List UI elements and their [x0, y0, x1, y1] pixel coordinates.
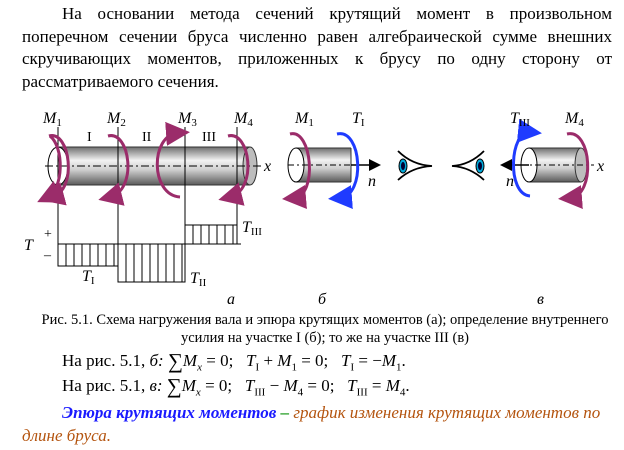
- sublabel-v: в: [537, 291, 544, 308]
- diagram-T-label: T: [24, 237, 34, 254]
- normal-v: n: [506, 173, 514, 190]
- intro-paragraph: На основании метода сечений крутящий мом…: [22, 4, 612, 91]
- shaft-b: [287, 147, 381, 183]
- axis-x-label-v: x: [596, 158, 604, 175]
- figure-5-1: x M1 M2 M3 M4 I II III T + – TI TII TIII: [24, 110, 604, 289]
- plus-sign: +: [44, 227, 52, 242]
- moment-arc-b: [282, 132, 311, 209]
- moment-labels-a: M1 M2 M3 M4 I II III: [42, 110, 253, 145]
- svg-text:M4: M4: [564, 110, 584, 129]
- svg-text:M2: M2: [106, 110, 126, 129]
- section-II: II: [142, 130, 152, 145]
- sublabel-a: а: [227, 291, 235, 308]
- minus-sign: –: [43, 248, 52, 263]
- force-arc-v: [512, 118, 542, 198]
- sublabel-b: б: [318, 291, 327, 308]
- svg-text:M1: M1: [42, 110, 62, 129]
- svg-text:TIII: TIII: [510, 110, 530, 129]
- T-III-label: TIII: [242, 219, 262, 238]
- shaft-v: [500, 147, 594, 183]
- section-III: III: [202, 130, 216, 145]
- equation-b: На рис. 5.1, б: ∑Mx = 0; TI + M1 = 0; TI…: [62, 349, 406, 374]
- normal-b: n: [368, 173, 376, 190]
- eye-icon-right: [451, 150, 485, 181]
- T-I-label: TI: [82, 268, 95, 287]
- shaft-a: [45, 146, 262, 186]
- svg-text:TI: TI: [352, 110, 365, 129]
- moment-arc-v: [558, 132, 590, 210]
- definition-text: график изменения крутящих моментов по дл…: [22, 403, 601, 445]
- force-arc-b: [328, 132, 360, 210]
- definition-term: Эпюра крутящих моментов: [62, 403, 277, 422]
- equation-v: На рис. 5.1, в: ∑Mx = 0; TIII − M4 = 0; …: [62, 374, 410, 399]
- torque-diagram: [57, 224, 241, 283]
- moment-arcs-a: [37, 121, 250, 206]
- svg-text:M4: M4: [233, 110, 253, 129]
- svg-text:M1: M1: [294, 110, 314, 129]
- axis-x-label: x: [263, 158, 271, 175]
- eye-icon-left: [397, 150, 433, 181]
- T-II-label: TII: [190, 270, 207, 289]
- definition-paragraph: Эпюра крутящих моментов – график изменен…: [22, 403, 601, 445]
- svg-text:M3: M3: [177, 110, 197, 129]
- figure-caption: Рис. 5.1. Схема нагружения вала и эпюра …: [41, 312, 609, 346]
- section-I: I: [87, 130, 92, 145]
